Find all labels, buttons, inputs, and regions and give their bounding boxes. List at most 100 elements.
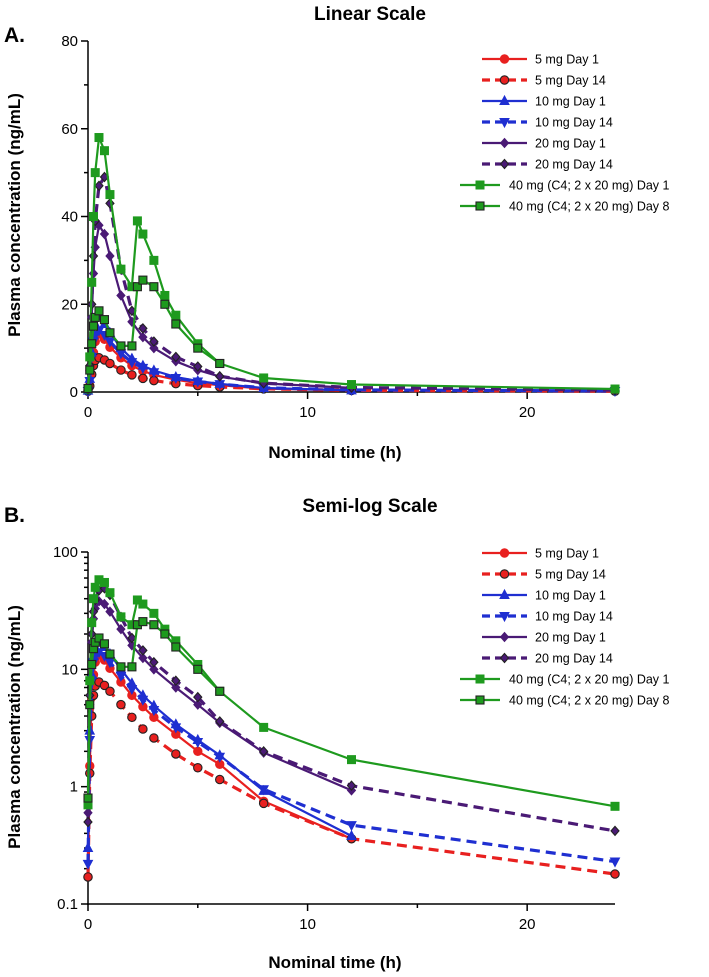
y-tick-label: 1 <box>70 779 78 796</box>
data-point <box>116 612 126 622</box>
legend-label: 20 mg Day 14 <box>535 652 613 666</box>
data-point <box>171 675 181 687</box>
legend-semilog: 5 mg Day 1 5 mg Day 14 10 mg Day 1 10 mg Da… <box>460 547 670 708</box>
data-point <box>90 582 100 592</box>
series-line-20-mg-day-14 <box>86 586 616 833</box>
data-point <box>193 746 203 757</box>
data-point <box>105 686 115 697</box>
data-point <box>215 774 225 785</box>
data-point <box>105 606 115 617</box>
data-point <box>215 358 225 369</box>
series-line-10-mg-day-14 <box>86 329 616 393</box>
data-point <box>149 620 159 630</box>
data-point <box>116 365 126 375</box>
data-point <box>192 738 204 749</box>
chart-title-linear: Linear Scale <box>314 4 426 25</box>
data-point <box>99 680 110 691</box>
data-point <box>138 652 148 664</box>
data-point <box>149 255 159 265</box>
legend-item-5-mg-day-1: 5 mg Day 1 <box>482 547 599 561</box>
data-point <box>193 691 203 703</box>
legend-label: 5 mg Day 1 <box>535 53 599 67</box>
data-point <box>94 133 104 143</box>
data-point <box>138 331 148 343</box>
data-point <box>138 323 148 334</box>
data-point <box>105 190 115 200</box>
data-point <box>214 752 226 763</box>
legend-item-40-mg-c4-2-x-20-mg-day-8: 40 mg (C4; 2 x 20 mg) Day 8 <box>460 200 670 214</box>
legend-item-20-mg-day-14: 20 mg Day 14 <box>482 652 613 666</box>
data-point <box>116 264 126 274</box>
legend-item-20-mg-day-1: 20 mg Day 1 <box>482 137 606 151</box>
data-point <box>126 358 138 369</box>
legend-item-10-mg-day-1: 10 mg Day 1 <box>482 589 606 603</box>
data-point <box>104 337 116 348</box>
legend-label: 10 mg Day 14 <box>535 116 613 130</box>
data-point <box>138 229 148 239</box>
data-point <box>85 700 95 710</box>
data-point <box>85 365 95 375</box>
data-point <box>149 608 159 618</box>
legend-label: 10 mg Day 14 <box>535 610 613 624</box>
data-point <box>259 722 269 732</box>
data-point <box>609 857 621 868</box>
data-point <box>346 821 357 832</box>
legend-label: 40 mg (C4; 2 x 20 mg) Day 1 <box>509 673 670 687</box>
legend-item-5-mg-day-14: 5 mg Day 14 <box>482 568 606 582</box>
data-point <box>116 290 126 301</box>
data-point <box>346 780 357 791</box>
x-axis-label-linear: Nominal time (h) <box>268 443 401 462</box>
data-point <box>215 716 225 727</box>
data-point <box>137 695 149 706</box>
series-line-20-mg-day-14 <box>86 175 616 392</box>
data-point <box>193 762 203 773</box>
data-point <box>160 629 170 639</box>
data-point <box>346 829 357 840</box>
data-point <box>126 684 138 696</box>
data-point <box>138 275 148 285</box>
y-tick-label: 10 <box>61 661 78 678</box>
data-point <box>193 361 203 372</box>
data-point <box>160 290 170 300</box>
data-point <box>99 315 110 325</box>
data-point <box>138 617 148 627</box>
data-point <box>149 342 159 354</box>
data-point <box>610 801 620 811</box>
data-point <box>137 363 149 374</box>
data-point <box>99 577 109 587</box>
data-point <box>258 798 269 809</box>
legend-marker <box>499 118 510 129</box>
data-point <box>171 351 181 363</box>
legend-marker <box>499 588 510 599</box>
data-point <box>170 723 182 734</box>
series-layer-semilog <box>82 575 621 882</box>
y-tick-label: 0.1 <box>57 896 78 913</box>
x-tick-label: 10 <box>299 916 316 933</box>
legend-label: 10 mg Day 1 <box>535 589 606 603</box>
data-point <box>105 649 115 659</box>
legend-marker <box>475 201 485 211</box>
data-point <box>87 618 97 628</box>
data-point <box>149 282 159 292</box>
x-tick-label: 20 <box>519 404 536 421</box>
legend-label: 40 mg (C4; 2 x 20 mg) Day 8 <box>509 694 670 708</box>
data-point <box>127 370 137 380</box>
series-40-mg-c4-2-x-20-mg-day-8 <box>83 617 225 803</box>
y-tick-label: 80 <box>61 33 78 50</box>
legend-marker <box>499 631 510 643</box>
y-axis-label-linear: Plasma concentration (ng/mL) <box>5 93 24 337</box>
data-point <box>610 869 620 879</box>
data-point <box>83 872 93 882</box>
data-point <box>127 632 137 644</box>
legend-marker <box>499 54 510 64</box>
x-tick-label: 10 <box>299 404 316 421</box>
legend-label: 40 mg (C4; 2 x 20 mg) Day 8 <box>509 200 670 214</box>
data-point <box>82 859 94 870</box>
legend-item-10-mg-day-14: 10 mg Day 14 <box>482 610 613 624</box>
data-point <box>132 216 142 226</box>
data-point <box>83 816 93 828</box>
data-point <box>148 706 160 717</box>
data-point <box>116 662 126 672</box>
data-point <box>259 373 269 383</box>
